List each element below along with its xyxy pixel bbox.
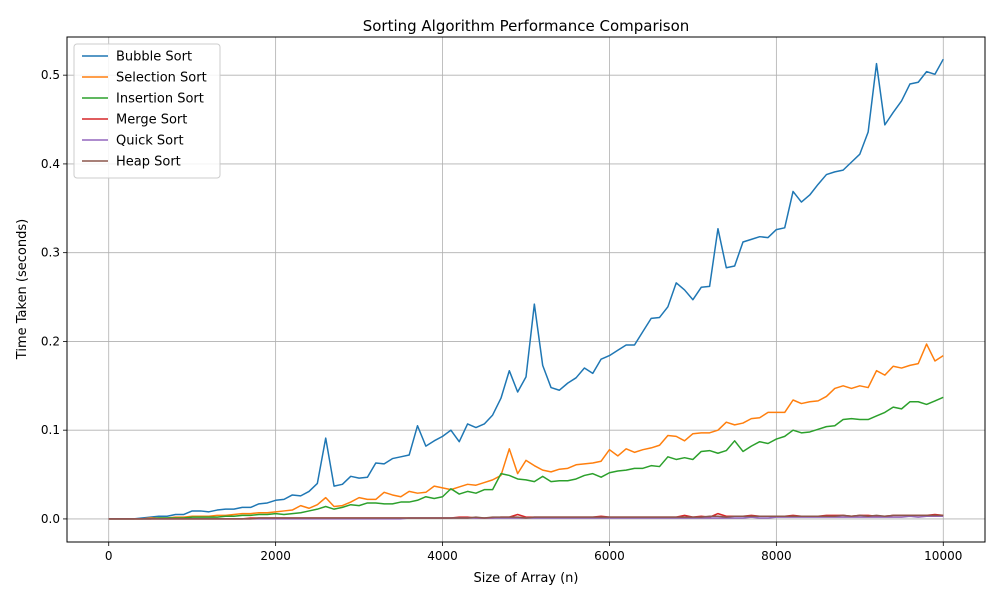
legend-label: Quick Sort — [116, 134, 184, 149]
series-line-insertion-sort — [108, 396, 944, 520]
grid — [67, 37, 985, 542]
y-axis-label: Time Taken (seconds) — [15, 219, 30, 360]
series-line-bubble-sort — [108, 58, 944, 520]
y-tick-label: 0.3 — [41, 246, 60, 260]
x-tick-label: 10000 — [924, 549, 962, 563]
y-tick-label: 0.1 — [41, 423, 60, 437]
legend: Bubble Sort Selection Sort Insertion Sort M… — [73, 43, 221, 179]
x-tick-label: 2000 — [260, 549, 291, 563]
legend-box — [73, 43, 221, 179]
x-tick-label: 8000 — [761, 549, 792, 563]
chart-title: Sorting Algorithm Performance Comparison — [363, 17, 690, 35]
legend-label: Bubble Sort — [116, 50, 192, 65]
y-tick-label: 0.5 — [41, 68, 60, 82]
legend-label: Heap Sort — [116, 155, 181, 170]
x-tick-label: 4000 — [427, 549, 458, 563]
y-tick-label: 0.2 — [41, 334, 60, 348]
x-tick-label: 6000 — [594, 549, 625, 563]
series-line-selection-sort — [108, 343, 944, 520]
series-layer — [108, 58, 944, 520]
x-axis: 0 2000 4000 6000 8000 10000 — [105, 542, 962, 563]
legend-label: Selection Sort — [116, 71, 207, 86]
legend-label: Insertion Sort — [116, 92, 204, 107]
x-axis-label: Size of Array (n) — [473, 571, 578, 586]
plot-frame — [66, 36, 986, 543]
y-tick-label: 0.0 — [41, 512, 60, 526]
x-tick-label: 0 — [105, 549, 113, 563]
y-tick-label: 0.4 — [41, 157, 60, 171]
y-axis: 0.0 0.1 0.2 0.3 0.4 0.5 — [41, 68, 67, 526]
legend-label: Merge Sort — [116, 113, 187, 128]
series-line-heap-sort — [108, 514, 944, 520]
